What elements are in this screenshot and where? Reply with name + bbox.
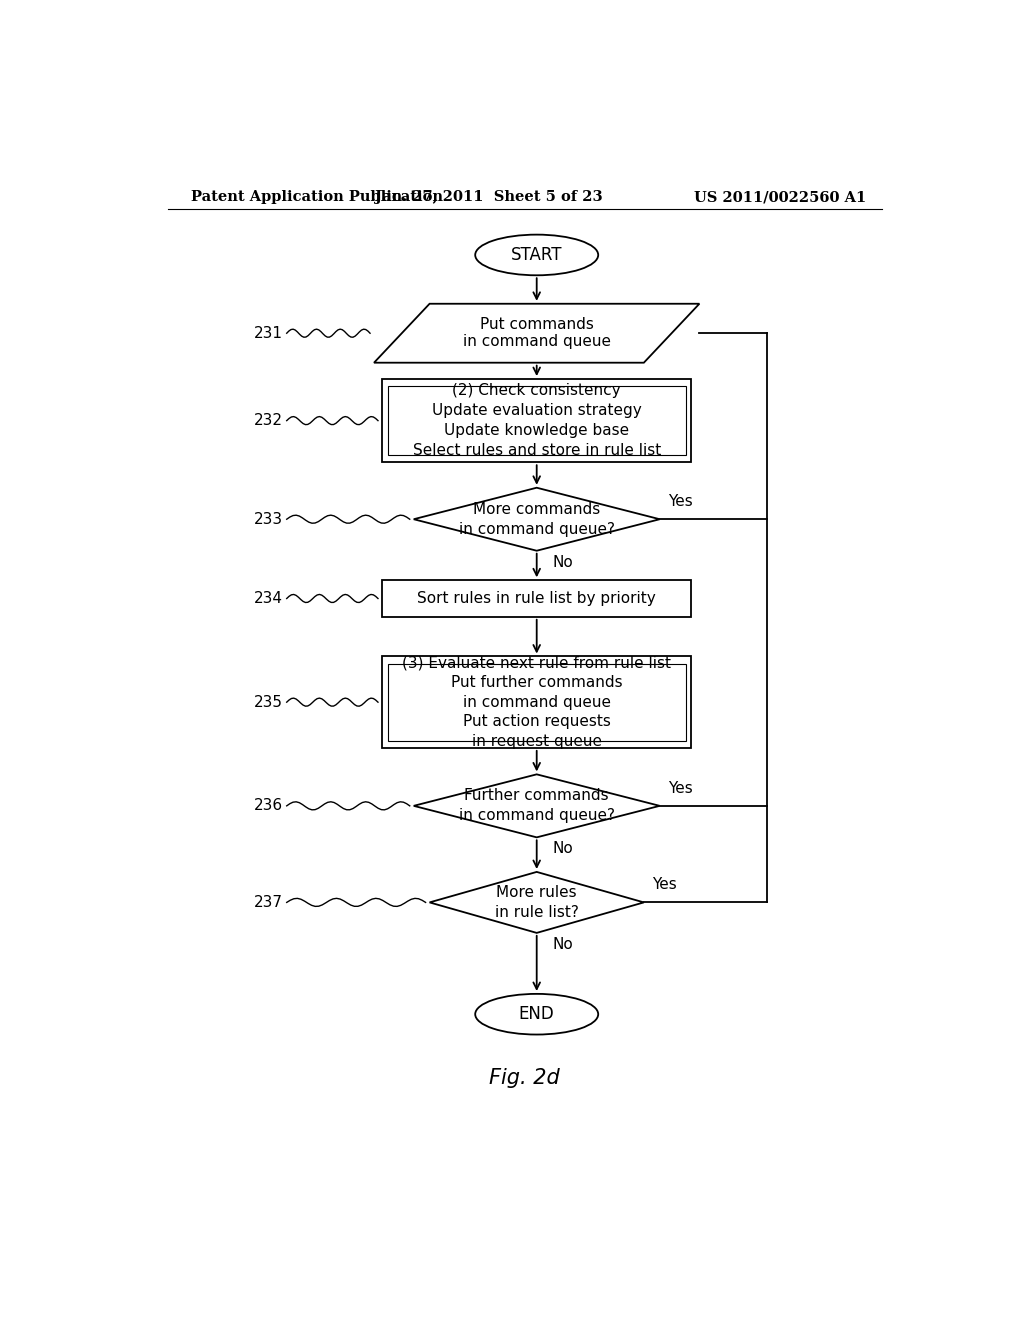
Text: Put commands
in command queue: Put commands in command queue — [463, 317, 610, 350]
Text: Yes: Yes — [668, 780, 692, 796]
Text: Fig. 2d: Fig. 2d — [489, 1068, 560, 1088]
Text: No: No — [553, 937, 573, 952]
Text: 237: 237 — [254, 895, 283, 909]
Text: 236: 236 — [254, 799, 283, 813]
Polygon shape — [430, 873, 644, 933]
Text: More commands
in command queue?: More commands in command queue? — [459, 502, 614, 537]
Text: Yes: Yes — [668, 494, 692, 510]
Text: 231: 231 — [254, 326, 283, 341]
Bar — [382, 379, 691, 462]
Text: 234: 234 — [254, 591, 283, 606]
Text: (3) Evaluate next rule from rule list
Put further commands
in command queue
Put : (3) Evaluate next rule from rule list Pu… — [402, 655, 671, 750]
Text: Further commands
in command queue?: Further commands in command queue? — [459, 788, 614, 824]
Text: Yes: Yes — [652, 878, 677, 892]
Text: 233: 233 — [254, 512, 283, 527]
Text: START: START — [511, 246, 562, 264]
Polygon shape — [414, 775, 659, 837]
Text: US 2011/0022560 A1: US 2011/0022560 A1 — [694, 190, 866, 205]
Bar — [387, 664, 686, 741]
Text: 235: 235 — [254, 694, 283, 710]
Text: More rules
in rule list?: More rules in rule list? — [495, 884, 579, 920]
Text: END: END — [519, 1006, 555, 1023]
Polygon shape — [414, 487, 659, 550]
Text: No: No — [553, 841, 573, 857]
Text: Sort rules in rule list by priority: Sort rules in rule list by priority — [418, 591, 656, 606]
Ellipse shape — [475, 235, 598, 276]
Polygon shape — [374, 304, 699, 363]
Bar — [382, 581, 691, 616]
Text: Jan. 27, 2011  Sheet 5 of 23: Jan. 27, 2011 Sheet 5 of 23 — [375, 190, 603, 205]
Bar — [387, 385, 686, 455]
Text: No: No — [553, 554, 573, 570]
Text: (2) Check consistency
Update evaluation strategy
Update knowledge base
Select ru: (2) Check consistency Update evaluation … — [413, 383, 660, 458]
Text: Patent Application Publication: Patent Application Publication — [191, 190, 443, 205]
Text: 232: 232 — [254, 413, 283, 428]
Bar — [382, 656, 691, 748]
Ellipse shape — [475, 994, 598, 1035]
